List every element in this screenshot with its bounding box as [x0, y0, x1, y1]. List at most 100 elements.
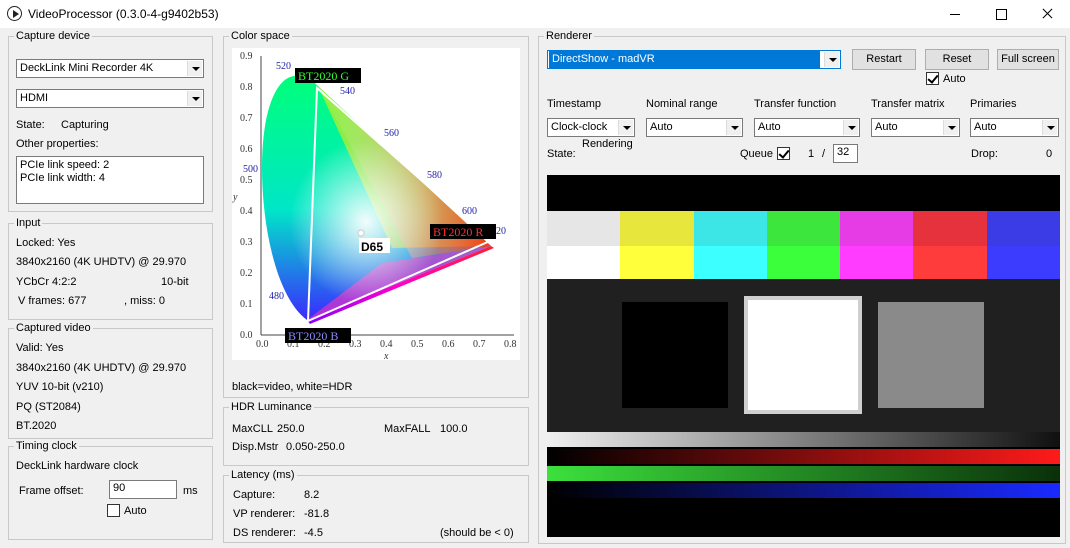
primaries-select[interactable]: Auto: [970, 118, 1059, 137]
transfer-matrix-select-value: Auto: [875, 121, 898, 133]
capture-device-title: Capture device: [14, 30, 92, 43]
chevron-down-icon[interactable]: [187, 61, 202, 76]
maximize-button[interactable]: [978, 0, 1024, 28]
input-bitdepth: 10-bit: [161, 276, 189, 288]
capture-device-group: Capture device DeckLink Mini Recorder 4K…: [8, 30, 213, 212]
state-label: State:: [16, 119, 45, 131]
frame-offset-unit: ms: [183, 485, 198, 497]
primary-r-label: BT2020 R: [433, 225, 483, 239]
reset-button[interactable]: Reset: [925, 49, 989, 70]
x-tick: 0.6: [442, 339, 455, 350]
y-tick: 0.1: [240, 299, 253, 310]
transfer-matrix-select[interactable]: Auto: [871, 118, 960, 137]
input-title: Input: [14, 217, 43, 230]
y-tick: 0.4: [240, 206, 253, 217]
maxfall-label: MaxFALL: [384, 423, 431, 435]
x-tick: 0.4: [380, 339, 393, 350]
ds-renderer-value: -4.5: [304, 527, 323, 539]
wavelength-label: 480: [269, 291, 284, 302]
color-bar: [913, 246, 987, 279]
hdr-luminance-group: HDR Luminance MaxCLL 250.0 MaxFALL 100.0…: [223, 401, 529, 466]
chevron-down-icon[interactable]: [726, 120, 741, 135]
v-frames: V frames: 677: [18, 295, 87, 307]
chevron-down-icon[interactable]: [824, 52, 839, 67]
device-select[interactable]: DeckLink Mini Recorder 4K: [16, 59, 204, 78]
transfer-function-select[interactable]: Auto: [754, 118, 860, 137]
x-tick: 0.8: [504, 339, 517, 350]
other-properties-label: Other properties:: [16, 138, 99, 150]
video-preview: [547, 175, 1060, 537]
captured-video-title: Captured video: [14, 322, 93, 335]
x-tick: 0.7: [473, 339, 486, 350]
window-title: VideoProcessor (0.3.0-4-g9402b53): [28, 7, 219, 21]
properties-textbox[interactable]: PCIe link speed: 2 PCIe link width: 4: [16, 156, 204, 204]
transfer-function-select-value: Auto: [758, 121, 781, 133]
chevron-down-icon[interactable]: [943, 120, 958, 135]
hdr-luminance-title: HDR Luminance: [229, 401, 314, 414]
frame-offset-label: Frame offset:: [19, 485, 84, 497]
primary-g-bg: [295, 68, 361, 83]
queue-current: 1: [808, 148, 815, 160]
captured-pixel-format: YUV 10-bit (v210): [16, 381, 104, 393]
timestamp-select-value: Clock-clock: [551, 121, 608, 133]
color-bar: [986, 246, 1060, 279]
color-bars-bottom: [547, 246, 1060, 279]
wavelength-label: 600: [462, 206, 477, 217]
locked-status: Locked: Yes: [16, 237, 76, 249]
captured-video-group: Captured video Valid: Yes 3840x2160 (4K …: [8, 322, 213, 439]
color-bar: [766, 211, 841, 246]
wavelength-label: 500: [243, 164, 258, 175]
chevron-down-icon[interactable]: [1042, 120, 1057, 135]
color-bar: [547, 211, 621, 246]
input-select[interactable]: HDMI: [16, 89, 204, 108]
timing-clock-group: Timing clock DeckLink hardware clock Fra…: [8, 440, 213, 540]
fullscreen-button[interactable]: Full screen: [997, 49, 1059, 70]
wavelength-label: 580: [427, 170, 442, 181]
y-tick: 0.5: [240, 175, 253, 186]
maxcll-value: 250.0: [277, 423, 305, 435]
wavelength-label: 620: [491, 226, 506, 237]
maxfall-value: 100.0: [440, 423, 468, 435]
timestamp-select[interactable]: Clock-clock: [547, 118, 635, 137]
color-bar: [693, 246, 767, 279]
color-bar: [840, 211, 914, 246]
color-space-title: Color space: [229, 30, 292, 43]
y-tick: 0.0: [240, 330, 253, 341]
x-tick: 0.2: [318, 339, 331, 350]
valid-status: Valid: Yes: [16, 342, 64, 354]
timing-auto-checkbox[interactable]: [107, 504, 120, 517]
gray-patch: [878, 302, 984, 408]
wavelength-labels: 520 540 560 580 600 500 480 620: [243, 61, 506, 302]
queue-checkbox[interactable]: [777, 147, 790, 160]
drop-value: 0: [1046, 148, 1053, 160]
queue-separator: /: [822, 148, 826, 160]
captured-gamut: BT.2020: [16, 420, 57, 432]
renderer-select[interactable]: DirectShow - madVR: [547, 50, 841, 69]
color-bar: [840, 246, 914, 279]
x-tick: 0.5: [411, 339, 424, 350]
nominal-range-select[interactable]: Auto: [646, 118, 743, 137]
x-tick: 0.0: [256, 339, 269, 350]
ds-renderer-note: (should be < 0): [440, 527, 514, 539]
renderer-auto-checkbox[interactable]: [926, 72, 939, 85]
property-line: PCIe link speed: 2: [20, 159, 110, 171]
renderer-title: Renderer: [544, 30, 594, 43]
grayscale-ramp: [547, 432, 1060, 447]
minimize-button[interactable]: [932, 0, 978, 28]
wavelength-label: 540: [340, 86, 355, 97]
close-button[interactable]: [1024, 0, 1070, 28]
color-space-group: Color space: [223, 30, 529, 398]
chevron-down-icon[interactable]: [187, 91, 202, 106]
restart-button[interactable]: Restart: [852, 49, 916, 70]
queue-max-input[interactable]: 32: [833, 144, 858, 163]
captured-mode: 3840x2160 (4K UHDTV) @ 29.970: [16, 362, 187, 374]
frames-miss: , miss: 0: [124, 295, 165, 307]
frame-offset-input[interactable]: 90: [109, 480, 177, 499]
chevron-down-icon[interactable]: [843, 120, 858, 135]
y-tick: 0.6: [240, 144, 253, 155]
color-bars-top: [547, 211, 1060, 246]
color-bar: [766, 246, 841, 279]
color-bar: [620, 246, 694, 279]
white-patch: [748, 300, 858, 410]
chevron-down-icon[interactable]: [618, 120, 633, 135]
